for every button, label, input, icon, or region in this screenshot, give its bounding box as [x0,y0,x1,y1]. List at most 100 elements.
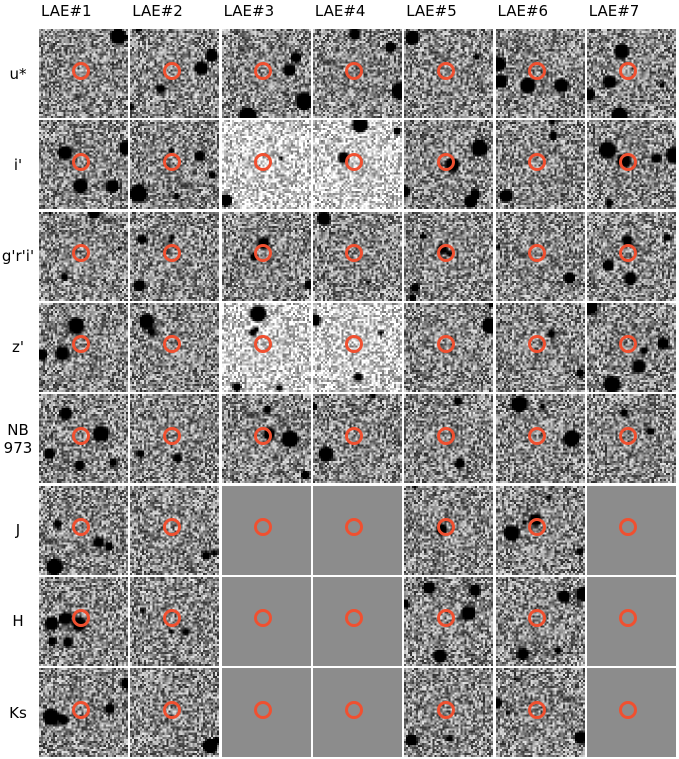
column-label: LAE#3 [223,2,275,20]
stamp-cell [495,120,585,210]
stamp-cell [495,485,585,575]
target-circle-marker [162,700,181,719]
blank-stamp-cell [586,576,676,666]
target-circle-marker [345,609,364,628]
stamp-cell [404,576,494,666]
stamp-cell [586,29,676,118]
stamp-cell [221,120,311,210]
target-circle-marker [619,61,638,80]
stamp-cell [404,211,494,301]
target-circle-marker [528,152,546,171]
target-circle-marker [254,61,273,80]
blank-stamp-cell [586,485,676,575]
target-circle-marker [436,61,455,80]
target-circle-marker [162,61,181,80]
row-label: u* [9,64,27,83]
blank-stamp-cell [312,485,402,575]
stamp-cell [221,302,311,392]
column-label: LAE#5 [406,2,457,20]
blank-stamp-cell [312,576,402,666]
target-circle-marker [71,518,90,536]
target-circle-marker [345,518,364,536]
stamp-cell [312,394,402,484]
target-circle-marker [436,244,455,263]
column-label: LAE#6 [497,2,549,20]
stamp-cell [404,29,494,118]
row-label: H [12,612,24,631]
stamp-cell [221,394,311,484]
stamp-cell [312,211,402,301]
target-circle-marker [619,700,638,719]
stamp-cell [495,302,585,392]
stamp-cell [404,120,494,210]
stamp-cell [221,211,311,301]
target-circle-marker [254,152,273,171]
stamp-cell [39,29,128,118]
stamp-cell [404,302,494,392]
row-label: J [15,521,21,539]
target-circle-marker [619,426,638,445]
stamp-cell [39,302,128,392]
stamp-cell [495,394,585,484]
target-circle-marker [528,61,546,80]
stamp-cell [130,120,220,210]
target-circle-marker [162,609,181,628]
stamp-cell [130,394,220,484]
stamp-cell [495,211,585,301]
stamp-cell [312,302,402,392]
blank-stamp-cell [586,668,676,758]
blank-stamp-cell [221,485,311,575]
target-circle-marker [436,609,455,628]
target-circle-marker [254,700,273,719]
target-circle-marker [619,518,638,536]
target-circle-marker [71,700,90,719]
stamp-cell [221,29,311,118]
blank-stamp-cell [312,668,402,758]
stamp-cell [586,394,676,484]
stamp-cell [39,485,128,575]
target-circle-marker [254,426,273,445]
stamp-cell [312,29,402,118]
stamp-cell [404,485,494,575]
row-label: g'r'i' [1,247,35,266]
target-circle-marker [162,244,181,263]
target-circle-marker [345,335,364,354]
target-circle-marker [71,61,90,80]
target-circle-marker [345,152,364,171]
target-circle-marker [162,426,181,445]
target-circle-marker [345,61,364,80]
target-circle-marker [162,518,181,536]
blank-stamp-cell [221,668,311,758]
target-circle-marker [619,335,638,354]
target-circle-marker [528,609,546,628]
target-circle-marker [345,700,364,719]
row-label: NB 973 [3,420,33,457]
target-circle-marker [71,609,90,628]
stamp-cell [39,120,128,210]
stamp-cell [404,668,494,758]
target-circle-marker [254,518,273,536]
target-circle-marker [254,244,273,263]
stamp-cell [130,485,220,575]
target-circle-marker [71,426,90,445]
target-circle-marker [254,609,273,628]
stamp-cell [586,120,676,210]
target-circle-marker [254,335,273,354]
target-circle-marker [71,335,90,354]
target-circle-marker [345,426,364,445]
stamp-cell [495,668,585,758]
target-circle-marker [71,152,90,171]
stamp-cell [586,211,676,301]
target-circle-marker [619,152,638,171]
row-label: i' [13,155,23,174]
stamp-cell [39,394,128,484]
target-circle-marker [436,152,455,171]
target-circle-marker [71,244,90,263]
stamp-cell [586,302,676,392]
column-label: LAE#7 [588,2,640,20]
stamp-cell [39,668,128,758]
column-label: LAE#1 [41,2,92,20]
target-circle-marker [619,244,638,263]
target-circle-marker [528,244,546,263]
